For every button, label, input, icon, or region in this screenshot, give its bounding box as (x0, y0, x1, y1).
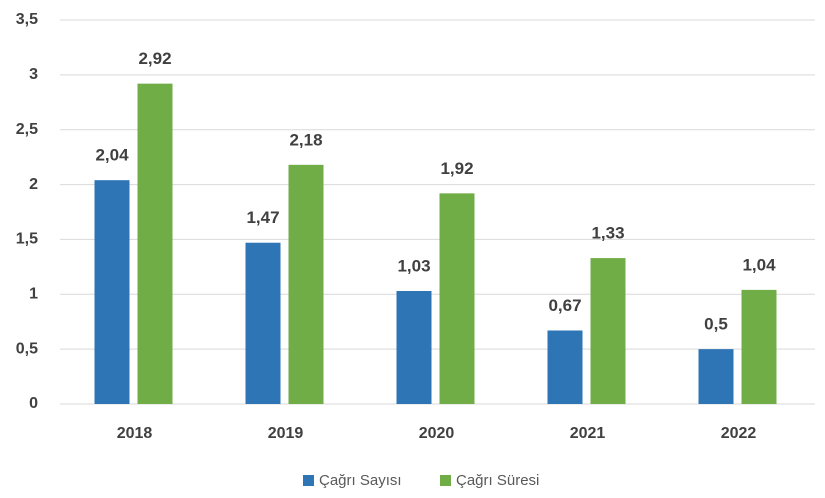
data-label: 2,92 (138, 49, 171, 68)
legend-swatch (440, 475, 451, 486)
bar (396, 290, 432, 404)
legend-swatch (303, 475, 314, 486)
data-label: 1,03 (397, 256, 430, 275)
y-tick-label: 1 (29, 286, 38, 303)
bar (698, 349, 734, 404)
data-label: 2,04 (95, 146, 129, 165)
data-label: 2,18 (289, 130, 322, 149)
data-label: 1,04 (742, 255, 776, 274)
x-tick-label: 2022 (721, 425, 757, 442)
legend-label: Çağrı Sayısı (319, 472, 402, 489)
y-tick-label: 2,5 (16, 121, 38, 138)
bar (288, 164, 324, 404)
y-tick-label: 2 (29, 176, 38, 193)
y-tick-label: 3 (29, 66, 38, 83)
data-label: 1,33 (591, 224, 624, 243)
data-label: 1,47 (246, 208, 279, 227)
y-tick-label: 0,5 (16, 340, 38, 357)
bar (741, 289, 777, 404)
x-tick-label: 2020 (419, 425, 455, 442)
bar (137, 83, 173, 405)
data-label: 0,5 (704, 315, 728, 334)
data-label: 0,67 (548, 296, 581, 315)
y-tick-label: 0 (29, 395, 38, 412)
x-tick-label: 2019 (268, 425, 304, 442)
bar (245, 242, 281, 404)
x-tick-label: 2021 (570, 425, 606, 442)
y-tick-label: 3,5 (16, 11, 38, 28)
y-tick-label: 1,5 (16, 231, 38, 248)
x-tick-label: 2018 (117, 425, 153, 442)
bar (94, 180, 130, 404)
bar (439, 193, 475, 404)
bar (590, 258, 626, 404)
bar (547, 330, 583, 404)
legend-label: Çağrı Süresi (456, 472, 539, 489)
data-label: 1,92 (440, 159, 473, 178)
